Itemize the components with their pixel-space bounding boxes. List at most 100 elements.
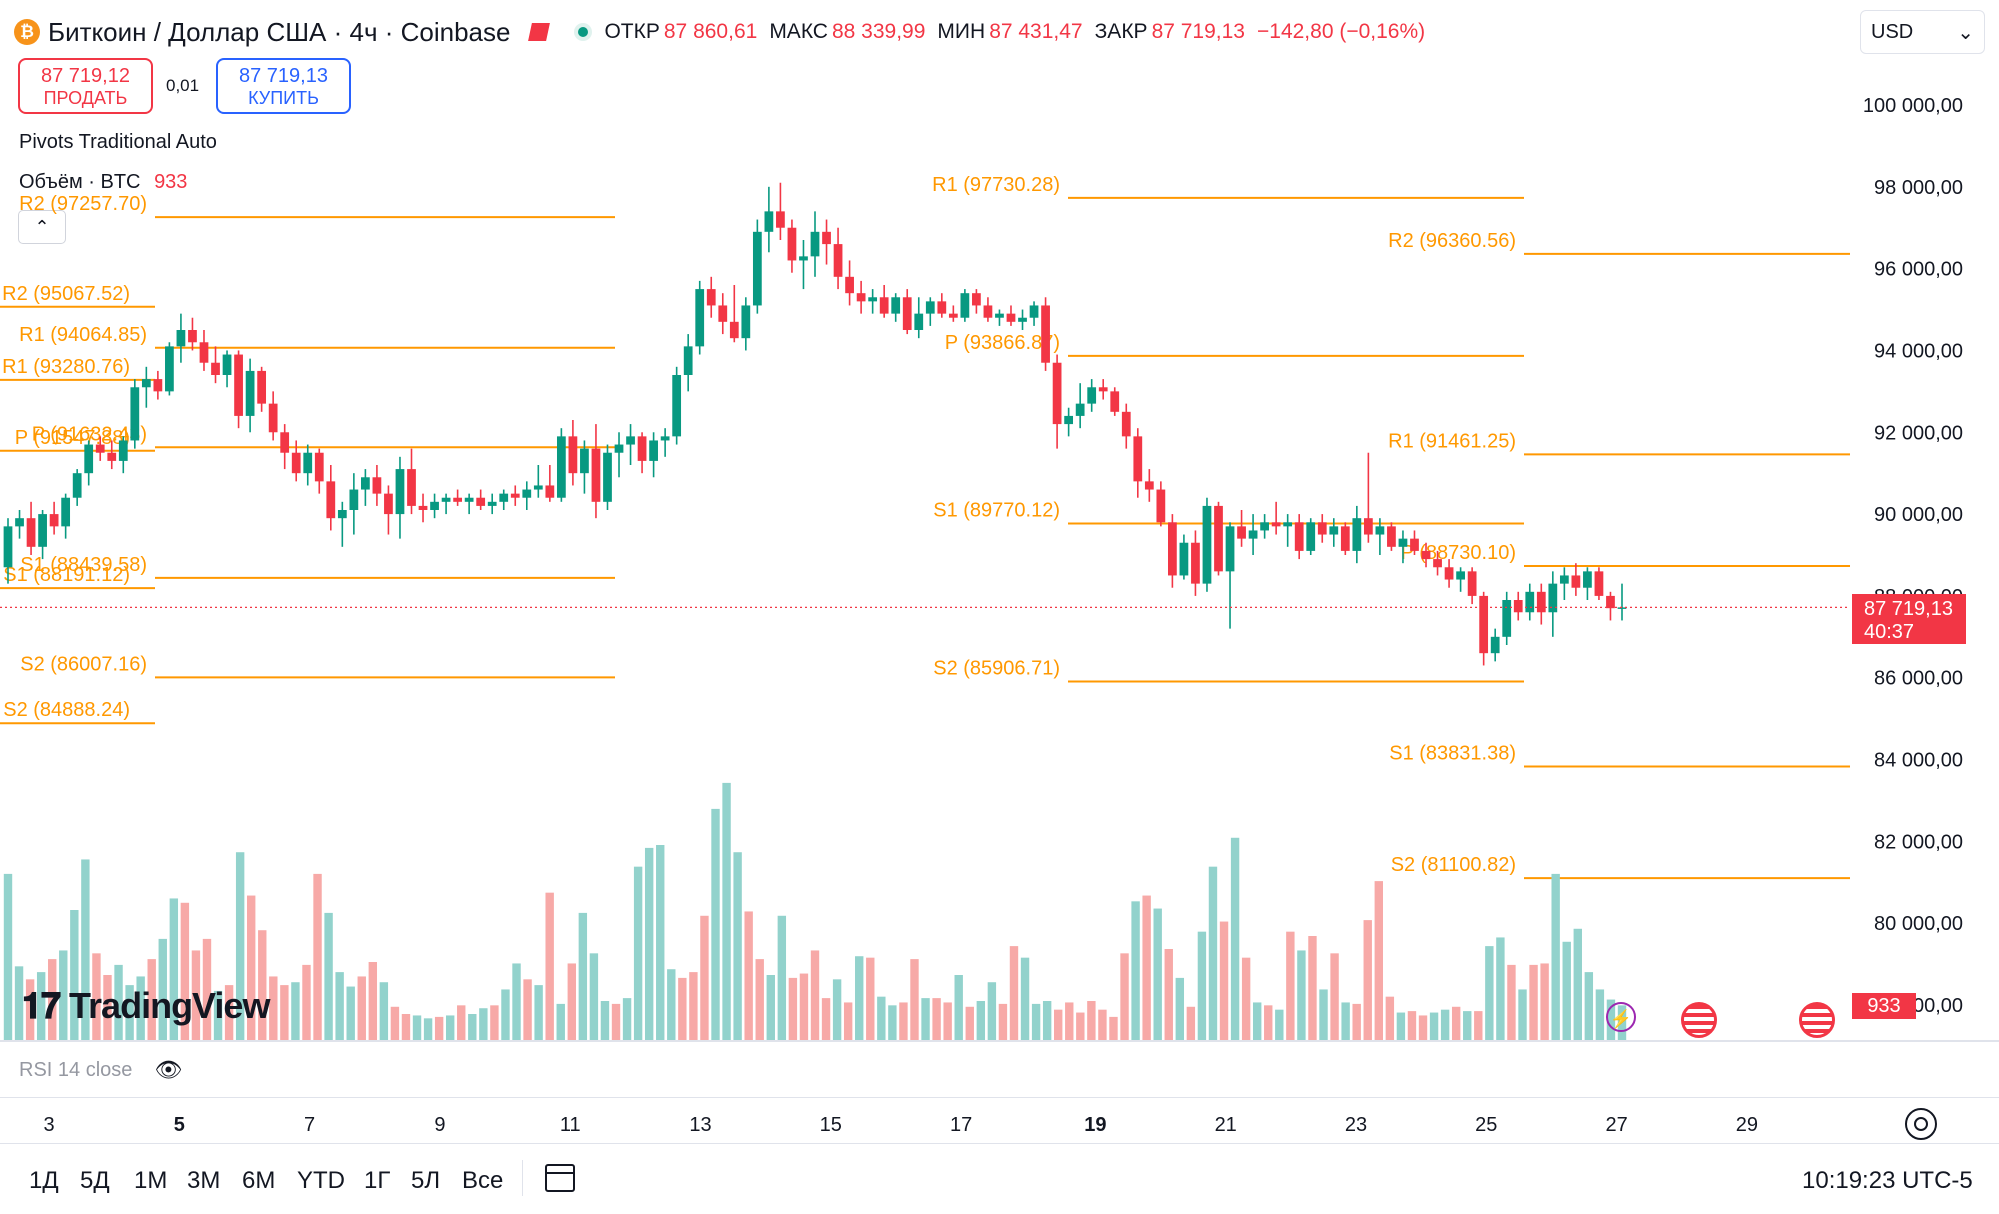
candle-body [1225, 526, 1235, 572]
candle-body [1144, 481, 1154, 490]
range-1d[interactable]: 1Д [29, 1167, 59, 1194]
candle-body [1502, 600, 1512, 637]
candle-body [1271, 522, 1281, 527]
settings-gear-icon[interactable] [1905, 1108, 1937, 1140]
clock-timezone[interactable]: 10:19:23 UTC-5 [1802, 1167, 1973, 1194]
volume-bar [1031, 1003, 1041, 1040]
symbol-title[interactable]: Биткоин / Доллар США · 4ч · Coinbase [48, 16, 511, 47]
pivots-indicator-label[interactable]: Pivots Traditional Auto [19, 131, 217, 153]
pivot-label: P (93866.87) [945, 332, 1060, 354]
volume-bar [1595, 989, 1605, 1040]
sell-price: 87 719,12 [41, 65, 130, 87]
range-5d[interactable]: 5Д [80, 1167, 110, 1194]
candle-body [234, 354, 243, 416]
candle-body [522, 489, 532, 498]
candle-body [372, 477, 382, 494]
toolbar-separator [522, 1160, 523, 1196]
volume-bar [1275, 1009, 1284, 1040]
rsi-indicator[interactable]: RSI 14 close 👁︎ [19, 1057, 182, 1083]
buy-button[interactable]: 87 719,13 КУПИТЬ [216, 58, 351, 114]
current-price-badge: 87 719,13 40:37 [1852, 594, 1966, 645]
volume-bar [468, 1014, 477, 1040]
calendar-goto-icon[interactable] [545, 1164, 575, 1192]
volume-bar [291, 982, 300, 1040]
candle-body [384, 493, 393, 515]
candle-body [1536, 591, 1546, 613]
us-flag-event-icon[interactable] [1681, 1002, 1717, 1038]
volume-bar [589, 953, 599, 1040]
us-flag-event-icon[interactable] [1799, 1002, 1835, 1038]
brand-name: TradingView [69, 985, 270, 1026]
candle-body [891, 297, 901, 314]
candle-body [695, 289, 705, 347]
volume-bar [755, 959, 764, 1040]
range-1m[interactable]: 1М [134, 1167, 168, 1194]
candle-body [118, 440, 128, 461]
volume-bar [324, 912, 333, 1040]
sell-button[interactable]: 87 719,12 ПРОДАТЬ [18, 58, 153, 114]
pivot-label: R1 (93280.76) [2, 356, 130, 378]
candle-body [1617, 607, 1627, 609]
range-ytd[interactable]: YTD [297, 1167, 345, 1194]
candle-body [868, 297, 878, 302]
candle-body [1583, 571, 1592, 588]
open-value: 87 860,61 [663, 20, 758, 43]
volume-bar [1352, 1003, 1361, 1040]
candle-body [948, 313, 958, 318]
market-status-icon[interactable] [574, 23, 593, 41]
volume-bar [921, 998, 930, 1040]
candle-body [972, 293, 981, 306]
candle-body [637, 436, 647, 461]
volume-bar [1297, 950, 1306, 1040]
range-6m[interactable]: 6М [242, 1167, 276, 1194]
volume-bar [1087, 1001, 1096, 1040]
volume-bar [1286, 931, 1295, 1040]
candle-body [3, 526, 13, 568]
volume-bar [1562, 941, 1571, 1040]
currency-select[interactable]: USD ⌄ [1860, 10, 1985, 54]
candle-body [752, 231, 762, 306]
range-5y[interactable]: 5Л [411, 1167, 441, 1194]
lightning-event-icon[interactable]: ⚡ [1606, 1002, 1636, 1032]
volume-bar [335, 972, 344, 1040]
high-label: МАКС [769, 20, 828, 43]
candle-body [95, 444, 105, 453]
volume-indicator[interactable]: Объём · BTC 933 [19, 171, 187, 194]
volume-bar [987, 982, 997, 1040]
volume-bar [390, 1006, 400, 1040]
range-1y[interactable]: 1Г [364, 1167, 391, 1194]
range-3m[interactable]: 3М [187, 1167, 221, 1194]
volume-bar [1009, 946, 1019, 1040]
candle-body [799, 256, 808, 261]
volume-bar [656, 845, 665, 1040]
range-all[interactable]: Все [462, 1167, 504, 1194]
volume-bar [1551, 873, 1560, 1040]
symbol-header: ₿ Биткоин / Доллар США · 4ч · Coinbase О… [14, 14, 1433, 50]
eye-hidden-icon[interactable]: 👁︎ [154, 1057, 183, 1082]
time-tick-label: 13 [689, 1114, 711, 1136]
ohlc-values: ОТКР 87 860,61 МАКС 88 339,99 МИН 87 431… [604, 20, 1433, 44]
volume-bar [545, 892, 554, 1040]
volume-bar [1208, 866, 1218, 1040]
candle-body [153, 379, 163, 392]
candle-body [1559, 575, 1569, 584]
volume-bar [1076, 1012, 1085, 1040]
pane-divider[interactable] [0, 1040, 1999, 1042]
candle-body [326, 481, 336, 519]
volume-bar [1230, 837, 1240, 1040]
flag-icon[interactable] [528, 23, 551, 41]
volume-bar [744, 911, 753, 1040]
volume-bar [1418, 1015, 1428, 1040]
candle-body [1398, 538, 1408, 547]
time-tick-label: 11 [560, 1114, 581, 1136]
volume-bar [1319, 989, 1328, 1040]
candle-body [960, 293, 970, 318]
volume-bar [910, 959, 919, 1040]
candle-body [1006, 313, 1016, 322]
volume-bar [556, 1003, 565, 1040]
volume-bar [1241, 957, 1251, 1040]
volume-bar [1573, 928, 1582, 1040]
collapse-legend-button[interactable]: ⌃ [18, 210, 66, 244]
candle-body [1340, 526, 1350, 551]
candle-body [199, 342, 209, 363]
